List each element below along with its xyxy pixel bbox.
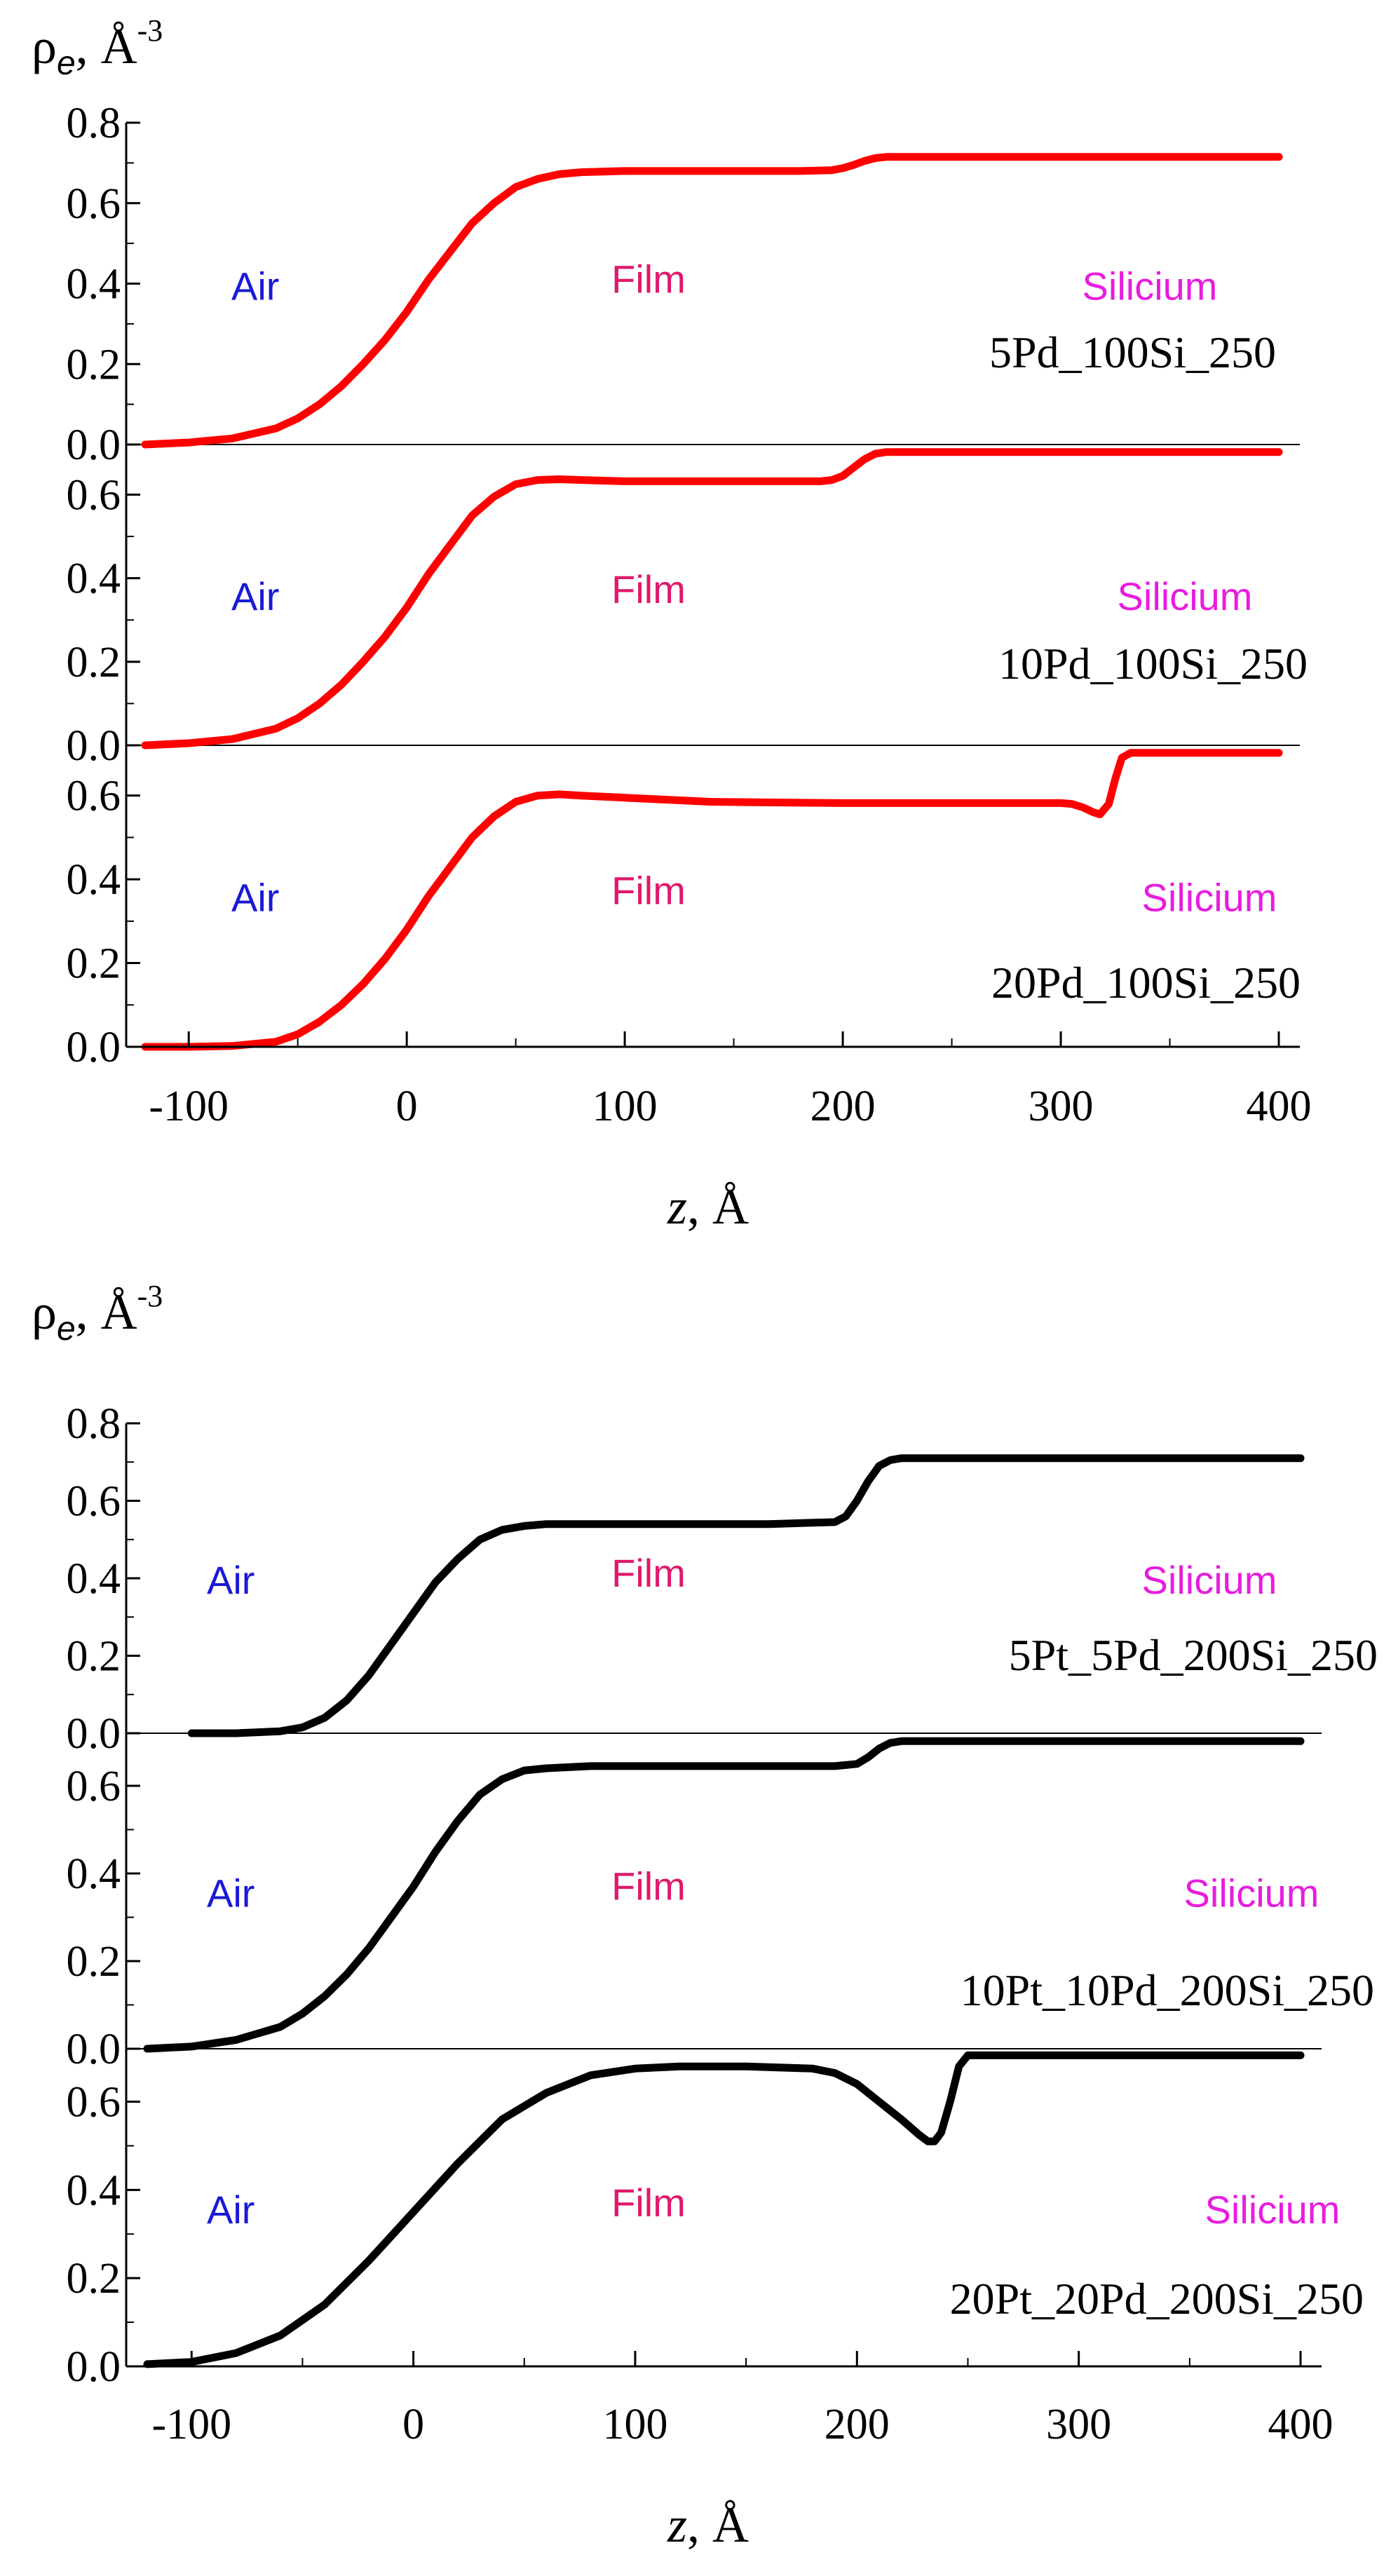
x-tick-label: 0 [396, 1083, 418, 1130]
y-tick-label: 0.2 [67, 2255, 121, 2303]
y-tick-label: 0.0 [67, 1710, 121, 1758]
x-tick-label: 400 [1268, 2401, 1333, 2448]
region-label-silicium: Silicium [1142, 876, 1277, 920]
y-tick-label: 0.6 [67, 2079, 121, 2127]
y-axis-title: ρe, Å-3 [32, 1279, 163, 1348]
region-label-silicium: Silicium [1184, 1871, 1319, 1916]
sample-label: 5Pd_100Si_250 [989, 327, 1276, 377]
x-tick-label: 400 [1247, 1083, 1312, 1130]
sample-label: 5Pt_5Pd_200Si_250 [1009, 1630, 1378, 1680]
y-axis-title: ρe, Å-3 [32, 13, 163, 82]
y-tick-label: 0.4 [67, 261, 121, 309]
sample-label: 10Pd_100Si_250 [998, 639, 1308, 689]
y-tick-label: 0.0 [67, 421, 121, 469]
series-line-5Pd_100Si_250 [141, 153, 1283, 449]
y-tick-label: 0.8 [67, 100, 121, 147]
y-tick-label: 0.4 [67, 1850, 121, 1898]
y-tick-label: 0.8 [67, 1400, 121, 1448]
y-tick-label: 0.2 [67, 940, 121, 988]
y-tick-label: 0.4 [67, 555, 121, 603]
sample-label: 20Pt_20Pd_200Si_250 [950, 2274, 1364, 2324]
chart-2: ρe, Å-3 0.0 0.2 0.4 0.6 0.8 Air Film Silicium 5Pt… [32, 1279, 1378, 2553]
series-line-10Pd_100Si_250 [141, 448, 1283, 750]
region-label-air: Air [207, 1871, 255, 1916]
y-tick-label: 0.0 [67, 1024, 121, 1071]
region-label-silicium: Silicium [1083, 264, 1218, 308]
y-tick-label: 0.0 [67, 2026, 121, 2073]
y-tick-label: 0.4 [67, 2167, 121, 2214]
series-line-5Pt_5Pd_200Si_250 [187, 1454, 1305, 1737]
region-label-film: Film [611, 2181, 686, 2225]
region-label-silicium: Silicium [1142, 1558, 1277, 1602]
y-tick-label: 0.4 [67, 856, 121, 904]
y-tick-label: 0.2 [67, 341, 121, 388]
panel-2: 0.0 0.2 0.4 0.6 Air Film Silicium 10Pd_100Si_25… [67, 448, 1308, 770]
region-label-film: Film [611, 257, 686, 301]
sample-label: 10Pt_10Pd_200Si_250 [961, 1965, 1374, 2015]
x-axis-title: z, Å [667, 2497, 749, 2553]
region-label-silicium: Silicium [1118, 574, 1253, 618]
region-label-film: Film [611, 1864, 686, 1909]
series-line-20Pd_100Si_250 [141, 749, 1283, 1051]
region-label-film: Film [611, 567, 686, 611]
series-line-10Pt_10Pd_200Si_250 [143, 1737, 1305, 2053]
y-tick-label: 0.2 [67, 1633, 121, 1681]
y-tick-label: 0.2 [67, 639, 121, 686]
region-label-film: Film [611, 1551, 686, 1595]
x-tick-label: 100 [592, 1083, 658, 1130]
x-tick-label: 200 [810, 1083, 876, 1130]
y-tick-label: 0.4 [67, 1555, 121, 1603]
panel-3: 0.0 0.2 0.4 0.6 Air Film Silicium 20Pd_100Si_25… [67, 749, 1301, 1071]
x-tick-label: 300 [1029, 1083, 1094, 1130]
panel-1: 0.0 0.2 0.4 0.6 0.8 Air Film Silicium 5Pt_5Pd_20… [67, 1400, 1378, 1758]
y-tick-label: 0.0 [67, 722, 121, 770]
x-tick-label: 0 [402, 2401, 424, 2448]
y-tick-label: 0.6 [67, 1763, 121, 1810]
region-label-air: Air [231, 574, 279, 618]
region-label-air: Air [207, 2188, 255, 2232]
x-tick-label: -100 [151, 2401, 231, 2448]
x-axis-title: z, Å [667, 1179, 749, 1235]
y-tick-label: 0.6 [67, 773, 121, 820]
y-tick-label: 0.0 [67, 2343, 121, 2391]
sample-label: 20Pd_100Si_250 [991, 958, 1301, 1008]
y-tick-label: 0.6 [67, 472, 121, 520]
y-tick-label: 0.2 [67, 1938, 121, 1986]
region-label-film: Film [611, 869, 686, 913]
series-line-20Pt_20Pd_200Si_250 [143, 2051, 1305, 2368]
y-tick-label: 0.6 [67, 1478, 121, 1526]
x-tick-label: -100 [149, 1083, 229, 1130]
x-tick-label: 200 [824, 2401, 890, 2448]
chart-1: ρe, Å-3 0.0 0.2 0.4 0.6 0.8 Air Film Silicium 5Pd… [32, 13, 1312, 1235]
region-label-air: Air [207, 1558, 255, 1602]
region-label-silicium: Silicium [1205, 2188, 1341, 2232]
x-tick-label: 300 [1046, 2401, 1111, 2448]
region-label-air: Air [231, 264, 279, 308]
region-label-air: Air [231, 876, 279, 920]
panel-3: 0.0 0.2 0.4 0.6 Air Film Silicium 20Pt_20Pd_200… [67, 2051, 1364, 2391]
panel-1: 0.0 0.2 0.4 0.6 0.8 Air Film Silicium 5Pd_100Si_… [67, 100, 1300, 469]
y-tick-label: 0.6 [67, 180, 121, 228]
panel-2: 0.0 0.2 0.4 0.6 Air Film Silicium 10Pt_10Pd_200… [67, 1737, 1374, 2073]
x-tick-label: 100 [602, 2401, 667, 2448]
